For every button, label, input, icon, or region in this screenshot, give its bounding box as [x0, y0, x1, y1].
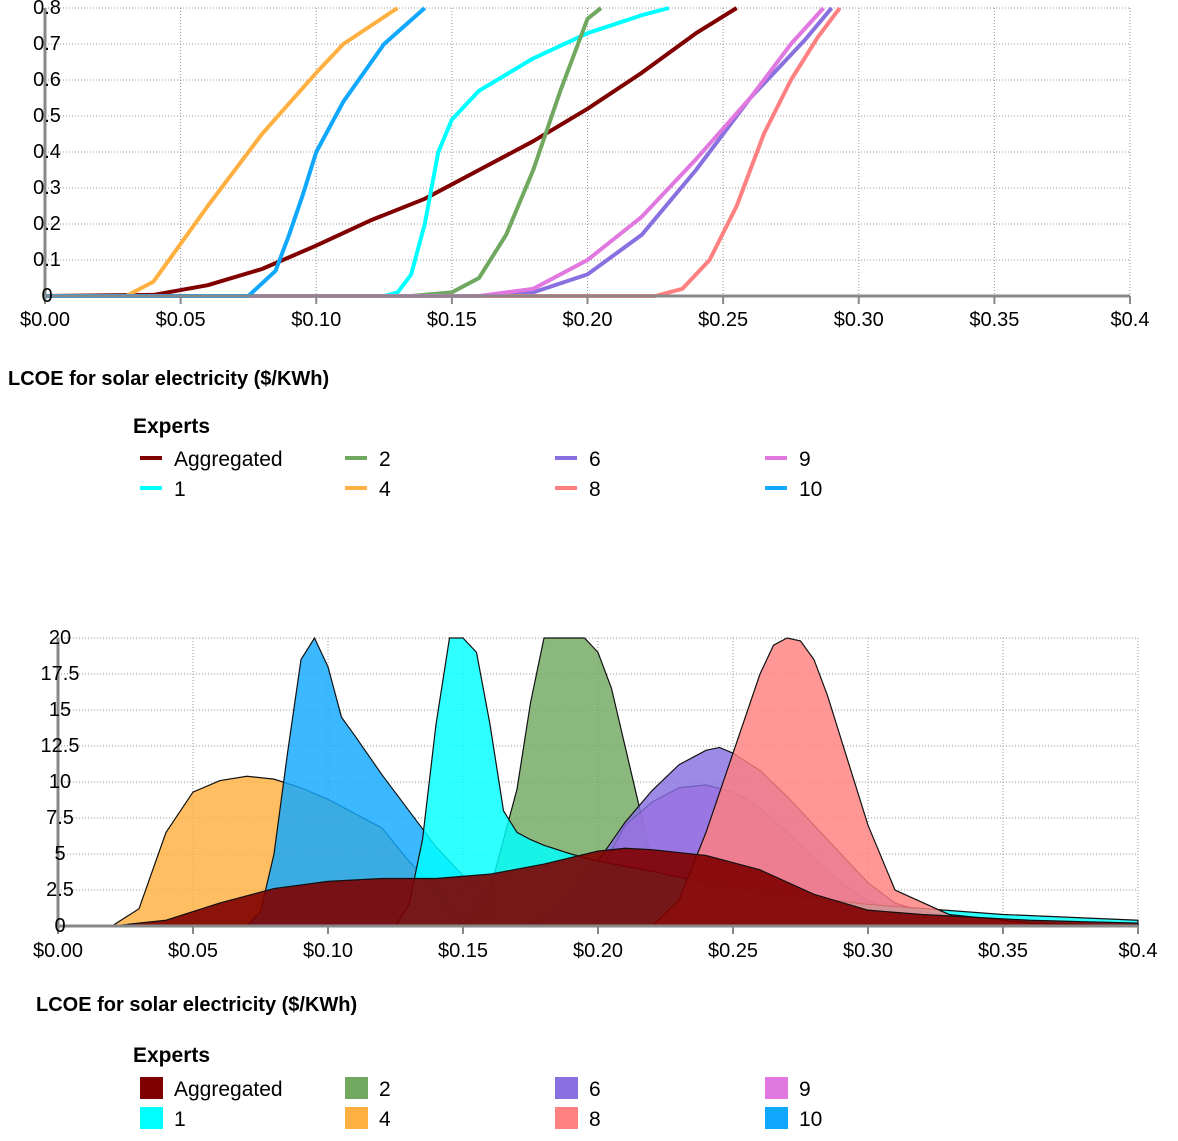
legend-label: 6: [589, 1078, 601, 1101]
x-tick-label: $0.20: [573, 940, 623, 962]
y-tick-label: 0: [41, 285, 52, 307]
series-area-8: [58, 637, 1139, 927]
y-tick-label: 0.4: [33, 141, 61, 163]
legend-item-10: 10: [765, 1107, 822, 1131]
legend-label: 1: [174, 1108, 186, 1131]
series-line-4: [45, 6, 399, 298]
legend-label: 8: [589, 1108, 601, 1131]
y-tick-label: 2.5: [46, 879, 74, 901]
legend-title: Experts: [133, 1044, 210, 1067]
y-tick-label: 12.5: [41, 735, 80, 757]
legend-label: 9: [799, 1078, 811, 1101]
y-tick-label: 7.5: [46, 807, 74, 829]
legend-label: 6: [589, 448, 601, 471]
x-tick-label: $0.25: [708, 940, 758, 962]
y-tick-label: 0: [54, 915, 65, 937]
legend-swatch: [345, 1077, 368, 1099]
x-tick-label: $0.35: [978, 940, 1028, 962]
y-tick-label: 5: [54, 843, 65, 865]
legend-label: Aggregated: [174, 448, 283, 471]
y-tick-label: 0.2: [33, 213, 61, 235]
legend-label: 1: [174, 478, 186, 501]
legend-item-4: 4: [345, 478, 391, 501]
legend-label: 8: [589, 478, 601, 501]
x-tick-label: $0.10: [291, 309, 341, 331]
legend-label: Aggregated: [174, 1078, 283, 1101]
legend-title: Experts: [133, 415, 210, 438]
legend-label: 2: [379, 1078, 391, 1101]
y-tick-label: 0.5: [33, 105, 61, 127]
legend-item-8: 8: [555, 1107, 601, 1131]
series-area-aggregated: [58, 847, 1139, 927]
pdf-chart: $0.00 $0.05 $0.10 $0.15 $0.20 $0.25 $0.30 $0.35…: [33, 627, 1158, 1131]
legend: Experts Aggregated 1 2 4 6 8 9 10: [133, 415, 822, 501]
legend-label: 10: [799, 1108, 822, 1131]
x-axis-title: LCOE for solar electricity ($/KWh): [8, 368, 329, 390]
x-tick-label: $0.35: [969, 309, 1019, 331]
series-line-aggregated: [44, 6, 738, 298]
x-tick-label: $0.00: [33, 940, 83, 962]
legend-swatch: [140, 1107, 163, 1129]
legend-item-2: 2: [345, 1077, 391, 1101]
legend-swatch: [765, 1077, 788, 1099]
legend-item-10: 10: [765, 478, 822, 501]
x-tick-label: $0.05: [168, 940, 218, 962]
y-tick-label: 0.7: [33, 33, 61, 55]
y-tick-label: 10: [49, 771, 71, 793]
y-tick-label: 0.3: [33, 177, 61, 199]
legend-item-aggregated: Aggregated: [140, 448, 283, 471]
y-tick-label: 15: [49, 699, 71, 721]
y-tick-label: 17.5: [41, 663, 80, 685]
x-tick-label: $0.00: [20, 309, 70, 331]
y-tick-label: 0.1: [33, 249, 61, 271]
y-tick-label: 20: [49, 627, 71, 649]
x-tick-label: $0.25: [698, 309, 748, 331]
x-tick-label: $0.30: [843, 940, 893, 962]
legend-swatch: [345, 1107, 368, 1129]
grid: [45, 7, 1131, 296]
series-line-9: [45, 6, 825, 298]
x-tick-label: $0.10: [303, 940, 353, 962]
legend-swatch: [555, 1107, 578, 1129]
x-tick-label: $0.15: [438, 940, 488, 962]
legend-item-4: 4: [345, 1107, 391, 1131]
legend-item-2: 2: [345, 448, 391, 471]
legend-item-6: 6: [555, 448, 601, 471]
legend: Experts Aggregated 1 2 4 6 8 9 10: [133, 1044, 822, 1131]
legend-label: 9: [799, 448, 811, 471]
y-tick-label: 0.6: [33, 69, 61, 91]
x-tick-label: $0.15: [427, 309, 477, 331]
legend-item-aggregated: Aggregated: [140, 1077, 283, 1101]
x-axis-title: LCOE for solar electricity ($/KWh): [36, 994, 357, 1016]
series-line-10: [45, 6, 427, 298]
legend-label: 4: [379, 478, 391, 501]
legend-swatch: [555, 1077, 578, 1099]
legend-item-1: 1: [140, 1107, 186, 1131]
y-tick-label: 0.8: [33, 0, 61, 19]
legend-item-9: 9: [765, 448, 811, 471]
legend-item-6: 6: [555, 1077, 601, 1101]
legend-label: 2: [379, 448, 391, 471]
x-tick-label: $0.30: [834, 309, 884, 331]
legend-swatch: [765, 1107, 788, 1129]
legend-label: 10: [799, 478, 822, 501]
series-line-2: [45, 6, 603, 298]
legend-item-8: 8: [555, 478, 601, 501]
series-line-1: [45, 6, 670, 298]
legend-swatch: [140, 1077, 163, 1099]
x-tick-label: $0.4: [1119, 940, 1158, 962]
series-line-8: [45, 6, 842, 298]
x-tick-label: $0.20: [562, 309, 612, 331]
legend-item-9: 9: [765, 1077, 811, 1101]
x-tick-label: $0.4: [1111, 309, 1150, 331]
legend-label: 4: [379, 1108, 391, 1131]
x-tick-label: $0.05: [156, 309, 206, 331]
legend-item-1: 1: [140, 478, 186, 501]
series-group: [58, 636, 1139, 927]
cdf-chart: $0.00 $0.05 $0.10 $0.15 $0.20 $0.25 $0.30 $0.35…: [8, 0, 1149, 501]
